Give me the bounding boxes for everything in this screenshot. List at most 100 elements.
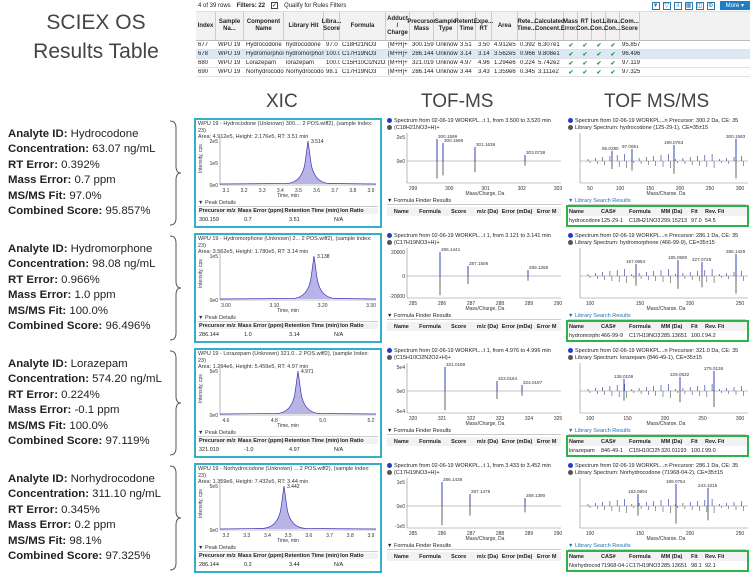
x-tick-label: 322 <box>467 416 476 422</box>
tofms-panel[interactable]: Spectrum from 02-06-19 WORKPL...t 1, fro… <box>385 348 563 458</box>
tofmsms-panel[interactable]: Spectrum from 02-06-19 WORKPL...n Precur… <box>566 118 750 228</box>
qualify-checkbox[interactable]: ✓ <box>271 2 279 9</box>
y-tick-label: -20000 <box>389 294 405 300</box>
tofmsms-panel[interactable]: Spectrum from 02-06-19 WORKPL...n Precur… <box>566 463 750 573</box>
table-header-cell[interactable]: Sample Type <box>434 12 458 40</box>
filter-icon[interactable]: ▼ <box>651 1 660 10</box>
formula-finder-title[interactable]: ▼ Formula Finder Results <box>387 543 561 550</box>
analyte-field-label: RT Error: <box>8 158 58 171</box>
tofms-formula: (C18H21NO3+H)+ <box>387 125 563 132</box>
formula-finder-header: Name Formula Score m/z (Da) Error (mDa) Error… <box>387 552 561 561</box>
library-row[interactable]: lorazepam 846-49-1 C15H10Cl2N2O2320.01193 1… <box>568 446 747 455</box>
table-header-cell[interactable]: Mass Error... <box>561 12 580 40</box>
table-header-cell[interactable]: Retent... Time <box>455 12 478 40</box>
peak-cell: N/A <box>334 217 344 223</box>
peak-details-row[interactable]: 321.019 -1.0 4.97 N/A <box>198 447 378 453</box>
table-row[interactable]: 678 WPU 19 Hydromorphonehydromorphone100.0… <box>196 50 750 59</box>
table-row[interactable]: 680 WPU 19 Lorazepam lorazepam 100.0 C15H10Cl… <box>196 59 750 68</box>
xic-panel[interactable]: WPU 19 - Hydrocodone (Unknown) 300.... 2… <box>194 118 382 228</box>
settings-icon[interactable]: ⚙ <box>706 1 715 10</box>
peak-details-title[interactable]: ▼ Peak Details <box>198 315 378 322</box>
table-cell: ✔ <box>596 42 602 49</box>
y-tick-label: 20000 <box>391 250 405 256</box>
lib-cell: 285.13651 <box>661 562 687 569</box>
export-icon[interactable]: ⇩ <box>673 1 682 10</box>
table-cell: Hydrocodone <box>246 42 282 48</box>
peak-label: 199.0763 <box>664 140 684 145</box>
library-row[interactable]: Norhydrocodone71968-04-2C17H19NO3285.136… <box>568 561 747 570</box>
peak-cell: 0.2 <box>244 562 252 568</box>
tofmsms-panel[interactable]: Spectrum from 02-06-19 WORKPL...n Precur… <box>566 233 750 343</box>
table-row[interactable]: 677 WPU 19 Hydrocodone hydrocodone 97.0 C18H2… <box>196 41 750 50</box>
peak-label: 3.514 <box>311 139 324 145</box>
tofms-panel[interactable]: Spectrum from 02-06-19 WORKPL...t 1, fro… <box>385 233 563 343</box>
peak-label: 227.0726 <box>692 257 712 262</box>
library-results-title[interactable]: ▼ Library Search Results <box>568 313 746 320</box>
table-header-cell[interactable]: Library Hit <box>284 12 324 40</box>
formula-finder-title[interactable]: ▼ Formula Finder Results <box>387 428 561 435</box>
table-header-cell[interactable]: Area <box>492 12 518 40</box>
tofmsms-panel[interactable]: Spectrum from 02-06-19 WORKPL...n Precur… <box>566 348 750 458</box>
table-icon[interactable]: ▦ <box>684 1 693 10</box>
formula-finder-title[interactable]: ▼ Formula Finder Results <box>387 313 561 320</box>
chart-icon[interactable]: ◫ <box>695 1 704 10</box>
tofms-formula: (C15H10Cl2N2O2+H)+ <box>387 355 563 362</box>
table-header-cell[interactable]: Index <box>196 12 216 40</box>
table-header-cell[interactable]: Calculated Concent... <box>534 12 565 40</box>
x-tick-label: 290 <box>554 531 563 537</box>
analyte-field-label: Mass Error: <box>8 519 72 532</box>
peak-details-row[interactable]: 286.144 1.0 3.14 N/A <box>198 332 378 338</box>
xic-panel[interactable]: WPU 19 - Norhydrocodone (Unknown) ... 2 … <box>194 463 382 573</box>
table-header-cell[interactable]: Component Name <box>244 12 284 40</box>
xic-panel[interactable]: WPU 19 - Hydromorphone (Unknown) 2... 2 … <box>194 233 382 343</box>
formula-finder-title[interactable]: ▼ Formula Finder Results <box>387 198 561 205</box>
x-tick-label: 300 <box>445 186 454 192</box>
table-header-cell[interactable]: Sample Na... <box>216 12 244 40</box>
library-results-title[interactable]: ▼ Library Search Results <box>568 198 746 205</box>
table-header-cell[interactable]: Rete... Time... <box>517 12 536 40</box>
xic-panel[interactable]: WPU 19 - Lorazepam (Unknown) 321.0...2 P… <box>194 348 382 458</box>
table-header-cell[interactable]: Formula <box>340 12 386 40</box>
peak-label: 3.442 <box>287 484 300 490</box>
ff-header-cell: m/z (Da) <box>476 208 499 215</box>
library-results-title[interactable]: ▼ Library Search Results <box>568 428 746 435</box>
table-cell: 95.857 <box>622 42 640 48</box>
peak-details-row[interactable]: 286.144 0.2 3.44 N/A <box>198 562 378 568</box>
peak-details-row[interactable]: 300.159 0.7 3.51 N/A <box>198 217 378 223</box>
table-cell: ✔ <box>568 51 574 58</box>
table-header-cell[interactable]: Libra... Con... <box>603 12 622 40</box>
table-cell: 96.496 <box>622 51 640 57</box>
x-tick-label: 324 <box>525 416 534 422</box>
spectrum-dot-icon <box>387 233 392 239</box>
table-header-cell[interactable]: Adduct / Charge <box>386 12 410 40</box>
tofms-panel[interactable]: Spectrum from 02-06-19 WORKPL...t 1, fro… <box>385 118 563 228</box>
table-header-cell[interactable]: Precursor Mass <box>407 12 436 40</box>
table-cell: ✔ <box>568 60 574 67</box>
analyte-field-value: Norhydrocodone <box>70 473 155 485</box>
table-header-cell[interactable]: Expe... RT <box>474 12 493 40</box>
tofms-panel[interactable]: Spectrum from 02-06-19 WORKPL...t 1, fro… <box>385 463 563 573</box>
peak-details-title[interactable]: ▼ Peak Details <box>198 545 378 552</box>
table-header-cell[interactable]: RT Con... <box>576 12 593 40</box>
table-header-cell[interactable]: Com... Score <box>620 12 640 40</box>
peak-details-title[interactable]: ▼ Peak Details <box>198 200 378 207</box>
table-cell: 9.808e1 <box>538 51 560 57</box>
library-results-title[interactable]: ▼ Library Search Results <box>568 543 746 550</box>
x-tick-label: 3.3 <box>259 188 266 194</box>
peak-header-cell: Precursor m/z <box>199 438 236 444</box>
analyte-field-value: 0.966% <box>61 273 100 286</box>
x-tick-label: 289 <box>525 531 534 537</box>
ff-header-cell: Error M <box>536 553 557 560</box>
more-button[interactable]: More ▾ <box>719 1 750 10</box>
library-results-table: Name CAS# Formula MM (Da) Fit Rev. Fit Norhydr… <box>566 550 749 572</box>
table-header-cell[interactable]: Isot... Con... <box>590 12 607 40</box>
peak-details-title[interactable]: ▼ Peak Details <box>198 430 378 437</box>
formula-dot-icon <box>387 239 392 245</box>
table-cell: Unknown <box>436 42 458 48</box>
filter-clear-icon[interactable]: ▽ <box>662 1 671 10</box>
table-header-cell[interactable]: Libra... Score <box>322 12 341 40</box>
table-cell: C17H19NO3 <box>342 51 377 57</box>
library-row[interactable]: hydrocodone 125-29-1 C18H21NO3 299.15213 97.… <box>568 216 747 225</box>
